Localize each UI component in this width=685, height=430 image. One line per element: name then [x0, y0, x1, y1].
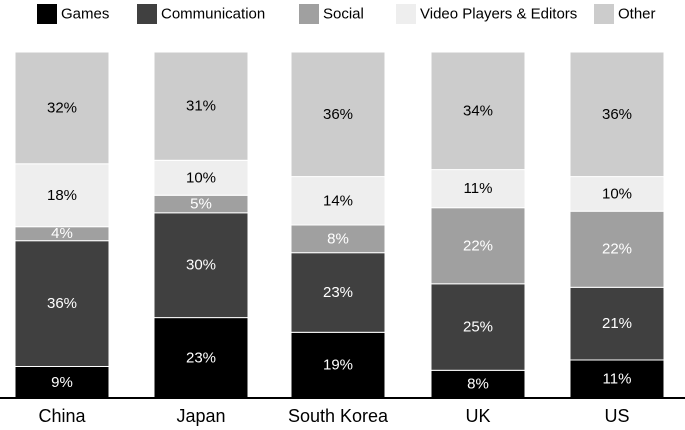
legend-item-other: Other [594, 4, 656, 24]
bar-segment-uk-communication [430, 283, 526, 371]
bar-segment-us-games [569, 359, 665, 399]
data-label-south-korea-other: 36% [323, 106, 353, 123]
bar-japan: 23% 30% 5% 10% 31% [153, 51, 249, 399]
bar-segment-japan-communication [153, 212, 249, 319]
bar-segment-japan-video-players-editors [153, 159, 249, 196]
bar-uk: 8% 25% 22% 11% 34% [430, 51, 526, 399]
bar-segment-uk-social [430, 207, 526, 285]
bar-segment-south-korea-communication [290, 252, 386, 333]
legend-swatch-social [299, 4, 319, 24]
legend-item-video-players-editors: Video Players & Editors [396, 4, 577, 24]
bar-segment-china-games [14, 366, 110, 399]
legend-label-communication: Communication [161, 6, 265, 23]
bar-segment-us-social [569, 210, 665, 288]
data-label-us-games: 11% [603, 371, 632, 388]
data-label-china-social: 4% [51, 225, 73, 242]
bar-us: 11% 21% 22% 10% 36% [569, 51, 665, 399]
data-label-china-video-players-editors: 18% [47, 187, 77, 204]
legend-label-games: Games [61, 6, 109, 23]
bar-segment-south-korea-social [290, 224, 386, 254]
legend-item-social: Social [299, 4, 364, 24]
data-label-china-games: 9% [51, 374, 73, 391]
data-label-us-social: 22% [602, 241, 632, 258]
bar-south-korea: 19% 23% 8% 14% 36% [290, 51, 386, 399]
data-label-us-other: 36% [602, 106, 632, 123]
x-tick-label-japan: Japan [176, 406, 225, 426]
data-label-japan-games: 23% [186, 349, 216, 366]
data-label-uk-social: 22% [463, 237, 493, 254]
legend-label-other: Other [618, 6, 656, 23]
legend-swatch-communication [137, 4, 157, 24]
x-tick-label-china: China [38, 406, 86, 426]
bar-segment-south-korea-other [290, 51, 386, 178]
data-label-us-communication: 21% [602, 315, 632, 332]
bar-segment-china-other [14, 51, 110, 165]
data-label-japan-video-players-editors: 10% [186, 169, 216, 186]
data-label-uk-video-players-editors: 11% [464, 180, 493, 197]
bar-segment-us-communication [569, 286, 665, 361]
bar-segment-japan-other [153, 51, 249, 161]
bar-segment-china-video-players-editors [14, 163, 110, 228]
bar-segment-uk-games [430, 369, 526, 399]
data-label-japan-communication: 30% [186, 257, 216, 274]
x-tick-label-south-korea: South Korea [288, 406, 389, 426]
bar-segment-uk-other [430, 51, 526, 171]
data-label-china-communication: 36% [47, 295, 77, 312]
legend-swatch-other [594, 4, 614, 24]
data-label-japan-social: 5% [190, 196, 212, 213]
data-label-japan-other: 31% [186, 98, 216, 115]
data-label-south-korea-social: 8% [327, 230, 349, 247]
legend-label-social: Social [323, 6, 364, 23]
legend: Games Communication Social Video Players & … [37, 4, 656, 24]
bar-segment-china-communication [14, 240, 110, 367]
bar-segment-south-korea-video-players-editors [290, 176, 386, 226]
legend-swatch-video-players-editors [396, 4, 416, 24]
bar-china: 9% 36% 4% 18% 32% [14, 51, 110, 399]
data-label-uk-other: 34% [463, 102, 493, 119]
legend-label-video-players-editors: Video Players & Editors [420, 6, 577, 23]
x-tick-label-us: US [604, 406, 629, 426]
data-label-south-korea-games: 19% [323, 357, 353, 374]
data-label-china-other: 32% [47, 99, 77, 116]
data-label-us-video-players-editors: 10% [602, 185, 632, 202]
bar-segment-uk-video-players-editors [430, 169, 526, 209]
bar-segment-us-other [569, 51, 665, 178]
data-label-uk-communication: 25% [463, 319, 493, 336]
legend-item-games: Games [37, 4, 109, 24]
data-label-south-korea-communication: 23% [323, 284, 353, 301]
bars: 9% 36% 4% 18% 32% 23% 30% 5% 10% 31% 19% 23% 8% 14% 36… [14, 51, 665, 399]
bar-segment-us-video-players-editors [569, 176, 665, 212]
data-label-south-korea-video-players-editors: 14% [323, 192, 353, 209]
x-axis-tick-labels: China Japan South Korea UK US [38, 406, 629, 426]
legend-swatch-games [37, 4, 57, 24]
legend-item-communication: Communication [137, 4, 265, 24]
x-tick-label-uk: UK [465, 406, 490, 426]
data-label-uk-games: 8% [467, 376, 489, 393]
